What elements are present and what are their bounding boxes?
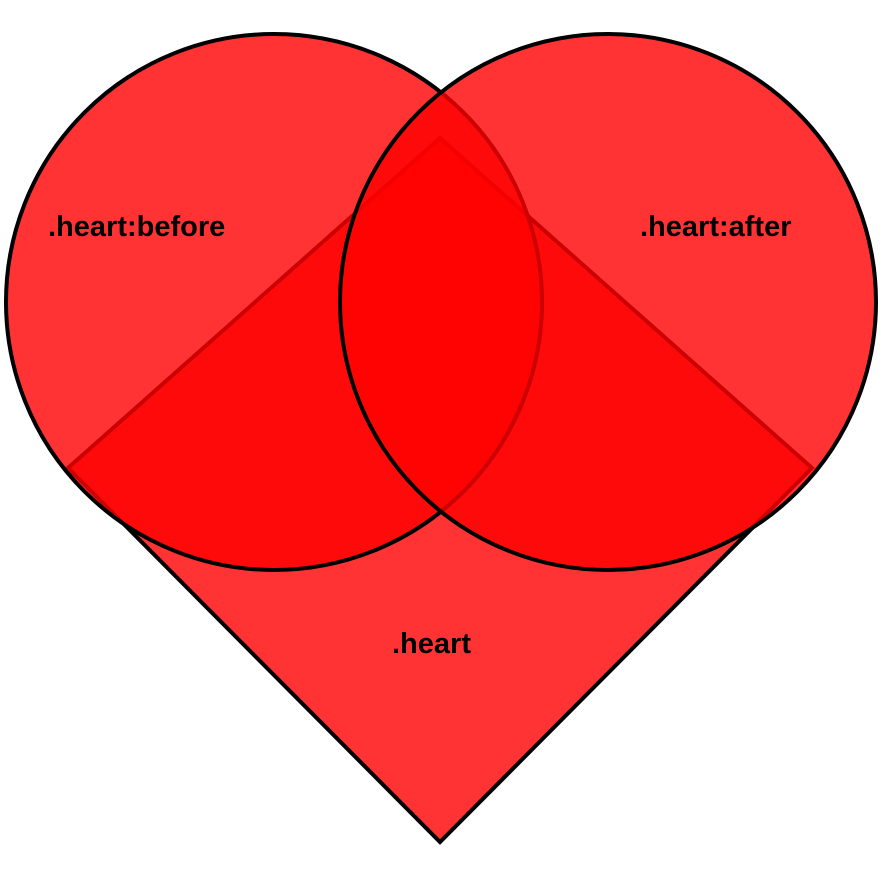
heart-after-label: .heart:after: [640, 211, 792, 243]
heart-after-circle: [338, 32, 878, 572]
heart-before-label: .heart:before: [48, 211, 225, 243]
heart-label: .heart: [392, 628, 471, 660]
